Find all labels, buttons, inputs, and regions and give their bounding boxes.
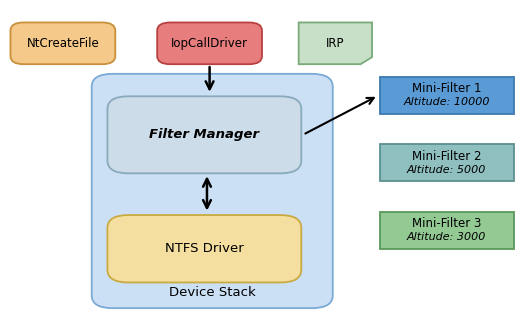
Text: Filter Manager: Filter Manager — [149, 128, 259, 141]
Text: Device Stack: Device Stack — [169, 286, 256, 299]
FancyBboxPatch shape — [380, 212, 514, 249]
Text: NTFS Driver: NTFS Driver — [165, 242, 244, 255]
Text: Mini-Filter 3: Mini-Filter 3 — [412, 217, 482, 230]
FancyBboxPatch shape — [107, 96, 301, 173]
FancyBboxPatch shape — [157, 22, 262, 64]
Text: Mini-Filter 2: Mini-Filter 2 — [412, 150, 482, 163]
FancyBboxPatch shape — [380, 144, 514, 181]
Text: Altitude: 5000: Altitude: 5000 — [407, 165, 486, 175]
Text: Altitude: 10000: Altitude: 10000 — [403, 97, 490, 107]
FancyBboxPatch shape — [92, 74, 333, 308]
Text: Mini-Filter 1: Mini-Filter 1 — [412, 82, 482, 95]
FancyBboxPatch shape — [10, 22, 115, 64]
FancyBboxPatch shape — [107, 215, 301, 282]
FancyBboxPatch shape — [380, 77, 514, 114]
Text: NtCreateFile: NtCreateFile — [27, 37, 99, 50]
Text: Altitude: 3000: Altitude: 3000 — [407, 232, 486, 242]
Text: IRP: IRP — [326, 37, 345, 50]
Polygon shape — [299, 22, 372, 64]
Text: IopCallDriver: IopCallDriver — [171, 37, 248, 50]
